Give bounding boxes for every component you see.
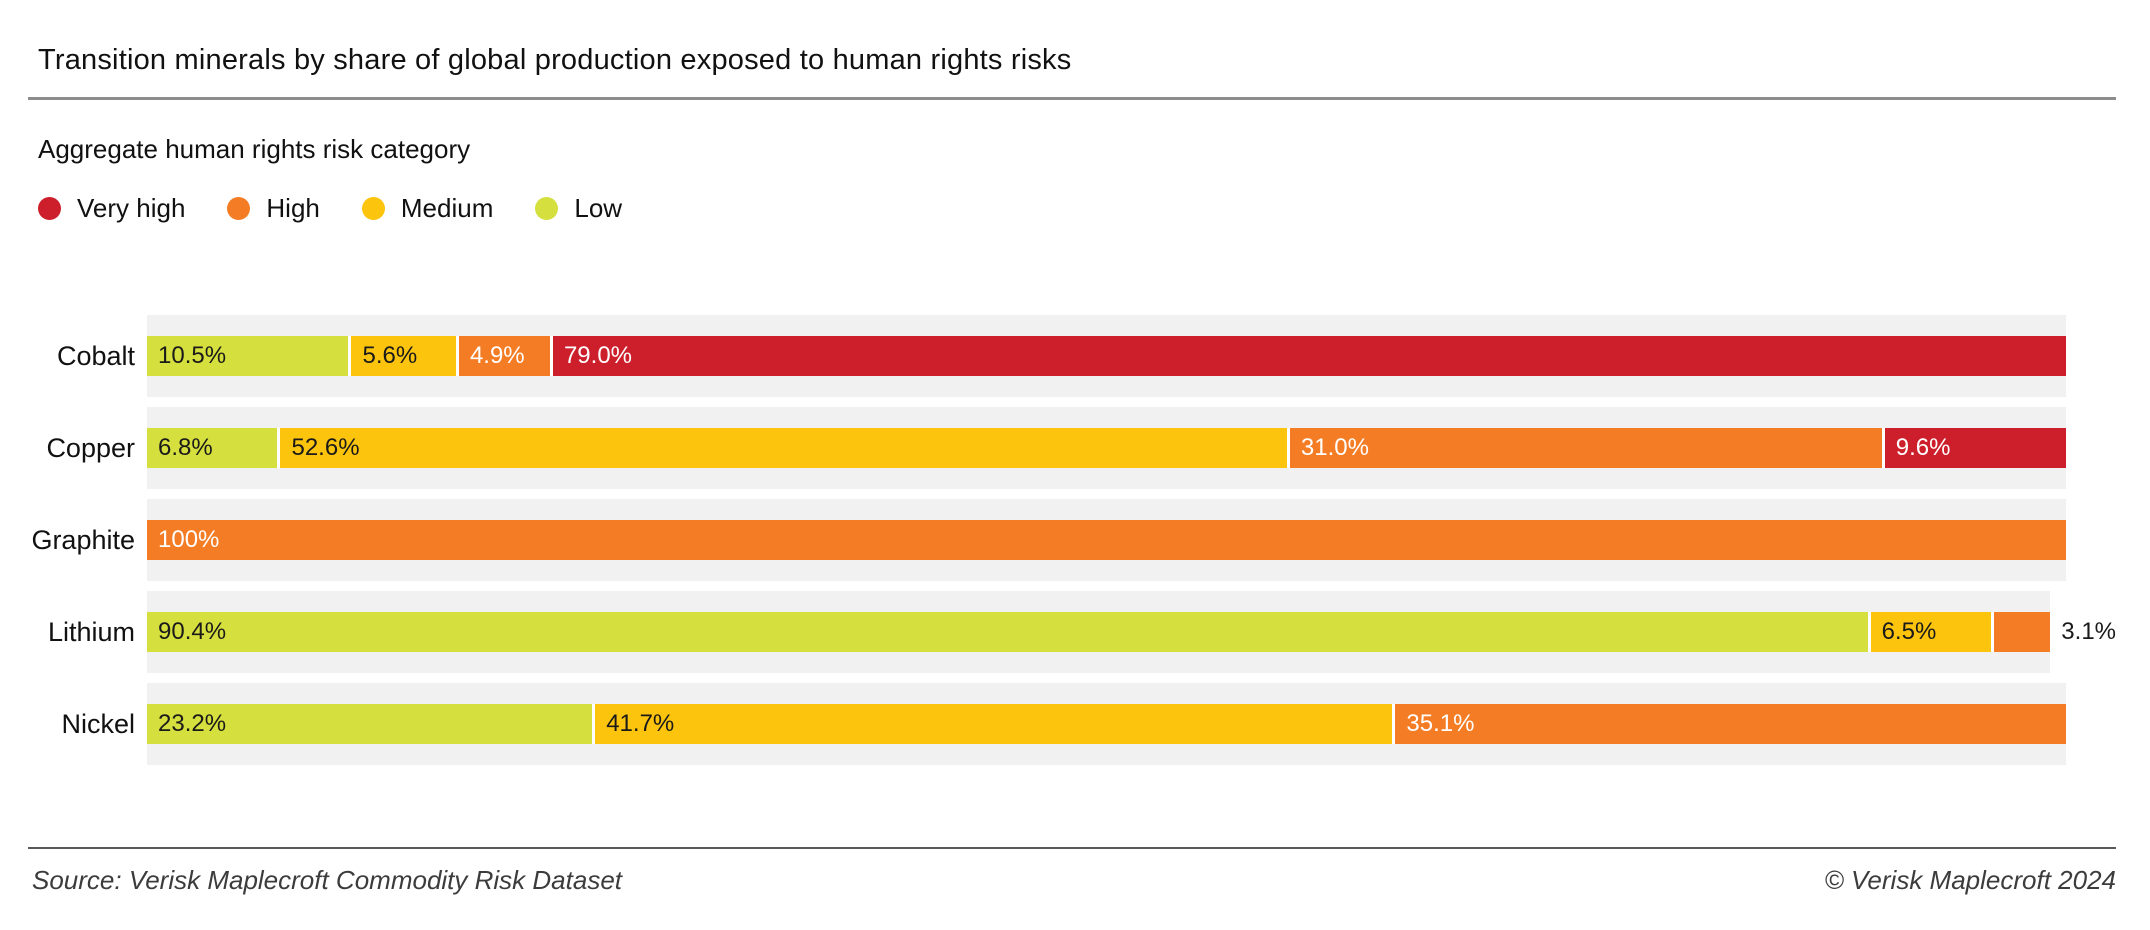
segment-value-label: 6.8%	[158, 434, 213, 461]
outside-label-zone	[2066, 407, 2116, 489]
bar-segment-cobalt-low: 10.5%	[147, 336, 349, 376]
legend-label: Low	[574, 192, 623, 223]
outside-label-zone	[2066, 499, 2116, 581]
legend-swatch-medium-icon	[361, 196, 385, 220]
legend-swatch-very-high-icon	[38, 196, 61, 220]
chart: Cobalt 10.5% 5.6% 4.9% 79.0% Copper 6.8% 52.6% 3…	[28, 315, 2116, 765]
bar-segment-lithium-high	[1991, 612, 2051, 652]
legend-item-very-high: Very high	[38, 193, 185, 224]
copyright-text: © Verisk Maplecroft 2024	[1824, 865, 2116, 895]
segment-value-label: 6.5%	[1881, 618, 1937, 645]
outside-label-zone	[2066, 315, 2116, 397]
chart-row-graphite: Graphite 100%	[28, 499, 2116, 581]
bar-segment-cobalt-medium: 5.6%	[348, 336, 456, 376]
segment-value-label: 90.4%	[158, 618, 227, 645]
segment-value-label: 31.0%	[1300, 434, 1369, 461]
legend-swatch-low-icon	[535, 196, 559, 220]
segment-value-label: 9.6%	[1895, 434, 1951, 461]
source-text: Source: Verisk Maplecroft Commodity Risk…	[32, 865, 623, 895]
segment-value-label: 41.7%	[606, 710, 675, 737]
stacked-bar: 23.2% 41.7% 35.1%	[147, 704, 2066, 744]
footer-divider	[28, 847, 2116, 849]
bar-segment-cobalt-very-high: 79.0%	[549, 336, 2066, 376]
legend-label: Medium	[400, 192, 494, 223]
bar-track: 10.5% 5.6% 4.9% 79.0%	[147, 315, 2066, 397]
bar-segment-cobalt-high: 4.9%	[455, 336, 550, 376]
legend-heading: Aggregate human rights risk category	[38, 134, 471, 164]
bar-segment-nickel-low: 23.2%	[147, 704, 593, 744]
outside-label-zone	[2066, 683, 2116, 765]
stacked-bar: 100%	[147, 520, 2066, 560]
bar-segment-copper-very-high: 9.6%	[1881, 428, 2066, 468]
row-label-copper: Copper	[46, 432, 135, 463]
stacked-bar: 90.4% 6.5%	[147, 612, 2051, 652]
chart-row-cobalt: Cobalt 10.5% 5.6% 4.9% 79.0%	[28, 315, 2116, 397]
segment-value-label: 79.0%	[563, 342, 633, 369]
footer: Source: Verisk Maplecroft Commodity Risk…	[28, 865, 2116, 896]
bar-segment-lithium-medium: 6.5%	[1867, 612, 1992, 652]
chart-row-copper: Copper 6.8% 52.6% 31.0% 9.6%	[28, 407, 2116, 489]
bar-track: 100%	[147, 499, 2066, 581]
legend-label: Very high	[77, 192, 186, 223]
bar-segment-graphite-high: 100%	[147, 520, 2066, 560]
segment-value-label: 52.6%	[291, 434, 360, 461]
segment-value-label: 23.2%	[158, 710, 227, 737]
bar-segment-copper-low: 6.8%	[147, 428, 278, 468]
row-label-nickel: Nickel	[61, 708, 135, 739]
chart-row-lithium: Lithium 90.4% 6.5% 3.1%	[28, 591, 2116, 673]
segment-value-label: 4.9%	[469, 342, 525, 369]
legend-item-low: Low	[535, 193, 622, 224]
page-title: Transition minerals by share of global p…	[38, 44, 1072, 76]
legend-swatch-high-icon	[227, 196, 251, 220]
legend-label: High	[266, 192, 320, 223]
chart-row-nickel: Nickel 23.2% 41.7% 35.1%	[28, 683, 2116, 765]
segment-value-label: 100%	[158, 526, 220, 553]
legend-item-medium: Medium	[361, 192, 494, 224]
title-divider	[28, 97, 2116, 100]
outside-label-zone: 3.1%	[2050, 591, 2116, 673]
bar-track: 6.8% 52.6% 31.0% 9.6%	[147, 407, 2066, 489]
bar-segment-copper-medium: 52.6%	[277, 428, 1287, 468]
stacked-bar: 6.8% 52.6% 31.0% 9.6%	[147, 428, 2066, 468]
bar-segment-copper-high: 31.0%	[1286, 428, 1882, 468]
row-label-lithium: Lithium	[47, 616, 135, 647]
bar-segment-nickel-high: 35.1%	[1392, 704, 2066, 744]
row-label-cobalt: Cobalt	[56, 340, 135, 371]
legend: Very high High Medium Low	[38, 193, 2116, 223]
bar-track: 90.4% 6.5%	[147, 591, 2051, 673]
segment-value-label-outside: 3.1%	[2061, 618, 2116, 645]
legend-item-high: High	[227, 192, 320, 224]
bar-track: 23.2% 41.7% 35.1%	[147, 683, 2066, 765]
segment-value-label: 5.6%	[362, 342, 418, 369]
row-label-graphite: Graphite	[31, 524, 135, 555]
segment-value-label: 10.5%	[158, 342, 227, 369]
segment-value-label: 35.1%	[1406, 710, 1475, 737]
bar-segment-nickel-medium: 41.7%	[592, 704, 1393, 744]
bar-segment-lithium-low: 90.4%	[147, 612, 1868, 652]
stacked-bar: 10.5% 5.6% 4.9% 79.0%	[147, 336, 2066, 376]
